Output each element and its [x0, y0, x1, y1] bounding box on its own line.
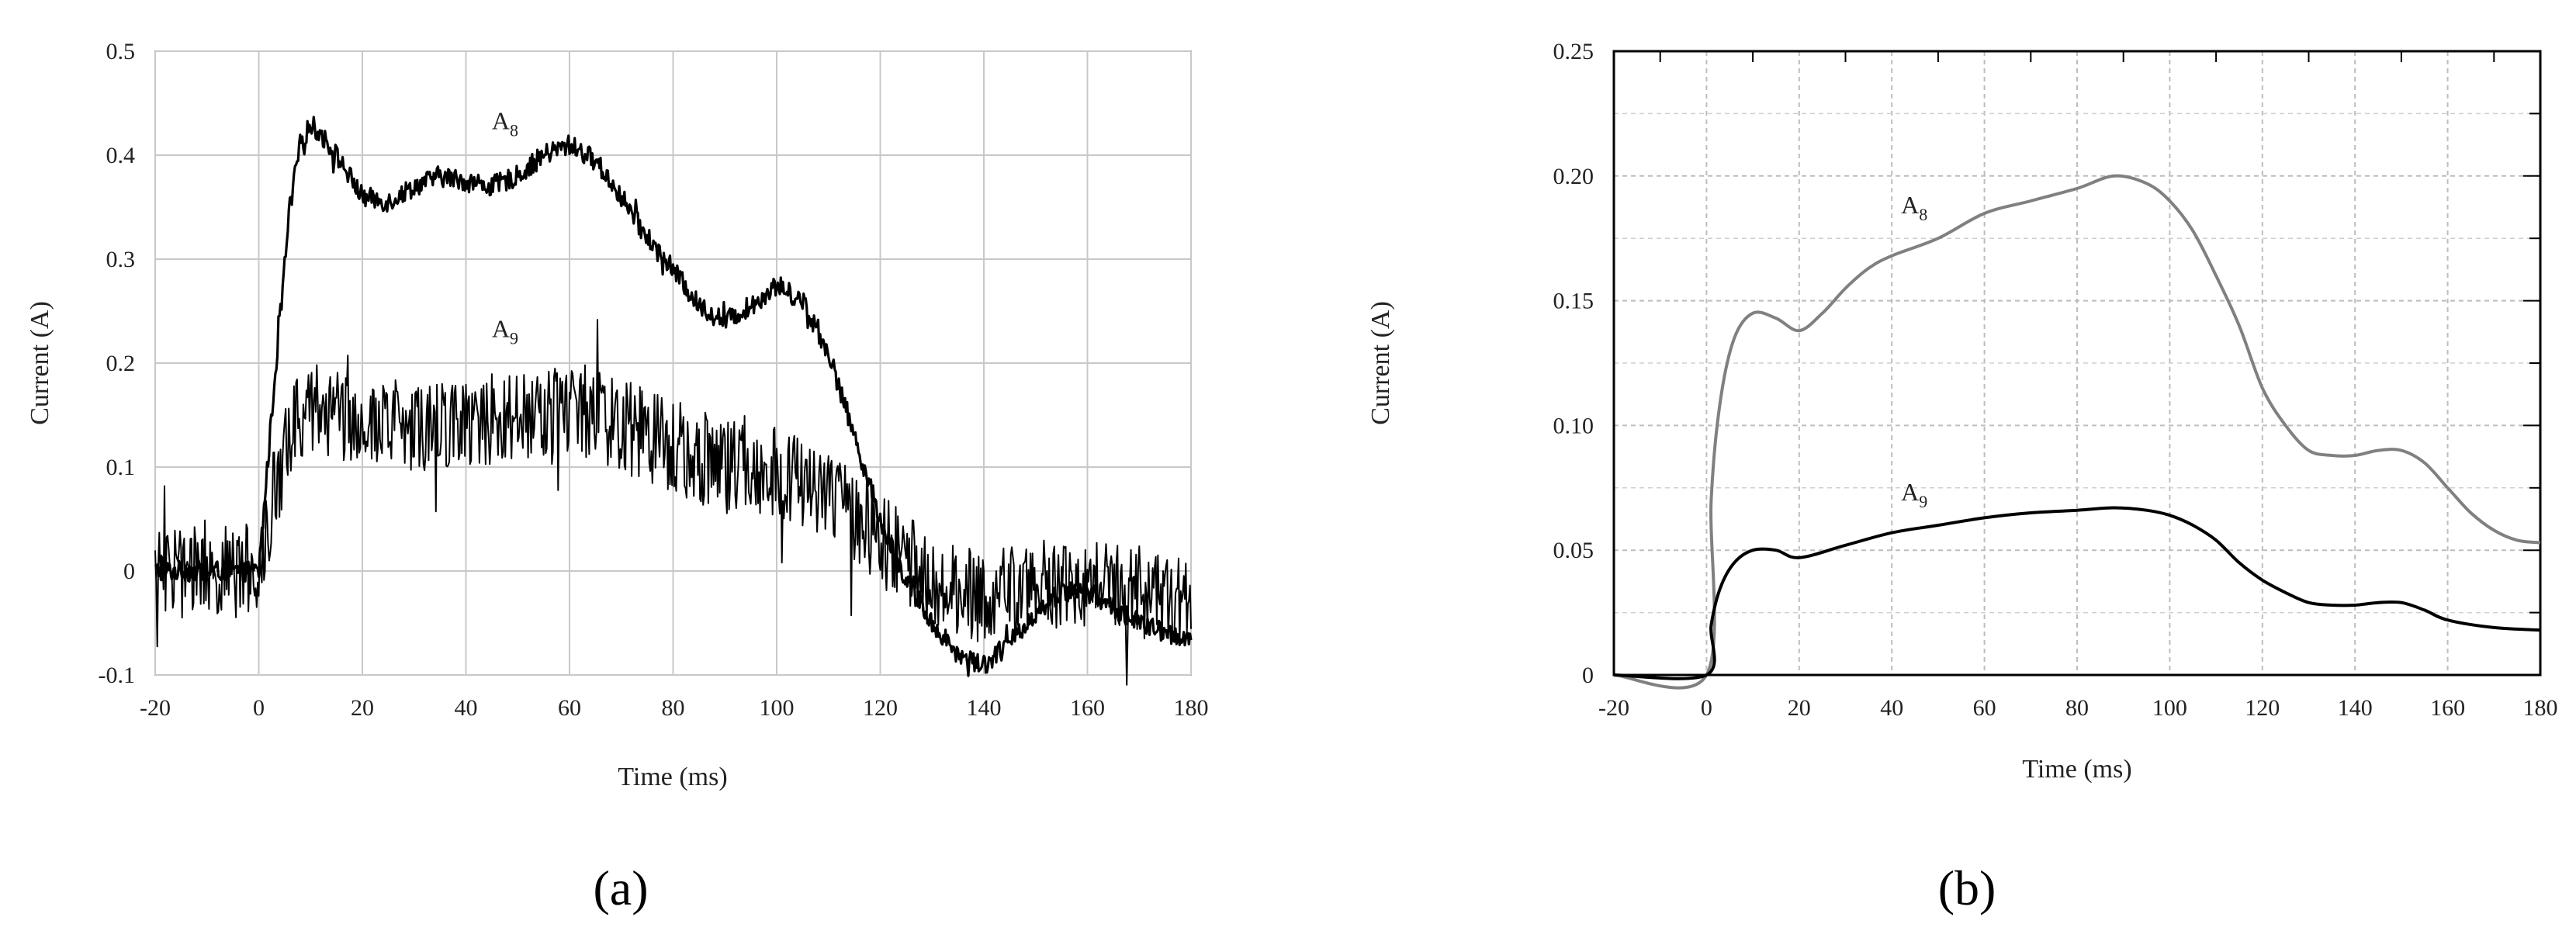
- y-tick-label: 0.05: [1553, 538, 1594, 563]
- x-tick-label: 60: [1973, 695, 1996, 721]
- y-tick-labels-a: -0.1 0 0.1 0.2 0.3 0.4 0.5: [99, 39, 136, 688]
- y-tick-label: 0.4: [106, 143, 136, 168]
- panel-label-a: (a): [593, 860, 648, 915]
- x-tick-label: -20: [1598, 695, 1629, 721]
- x-tick-label: -20: [140, 695, 171, 721]
- x-tick-label: 120: [863, 695, 898, 721]
- x-tick-label: 80: [662, 695, 685, 721]
- series-layer-a: [154, 116, 1193, 686]
- y-tick-label: 0: [1582, 663, 1594, 688]
- series-line-A9: [154, 319, 1192, 686]
- series-label-subscript: 8: [1919, 205, 1927, 224]
- y-tick-label: 0.10: [1553, 413, 1594, 438]
- y-tick-label: 0.5: [106, 39, 136, 64]
- x-tick-label: 20: [351, 695, 374, 721]
- x-tick-label: 140: [967, 695, 1002, 721]
- series-label-main: A: [1901, 478, 1919, 506]
- x-tick-label: 0: [1701, 695, 1712, 721]
- series-label-subscript: 8: [510, 121, 518, 140]
- series-line-A8: [1613, 174, 2541, 690]
- series-label-A8: A8: [492, 107, 518, 140]
- series-label-A8: A8: [1901, 191, 1927, 224]
- x-tick-label: 20: [1788, 695, 1811, 721]
- series-label-A9: A9: [1901, 478, 1927, 511]
- x-tick-labels-a: -20 0 20 40 60 80 100 120 140 160 180: [140, 695, 1209, 721]
- y-tick-label: 0.2: [106, 351, 136, 376]
- x-tick-label: 180: [2523, 695, 2558, 721]
- x-tick-label: 160: [2430, 695, 2465, 721]
- series-label-subscript: 9: [1919, 492, 1927, 511]
- y-tick-labels-b: 0 0.05 0.10 0.15 0.20 0.25: [1553, 39, 1594, 688]
- y-tick-label: 0.15: [1553, 289, 1594, 314]
- x-tick-label: 120: [2245, 695, 2280, 721]
- y-tick-label: -0.1: [99, 663, 136, 688]
- gridlines-b: [1613, 50, 2541, 676]
- series-label-subscript: 9: [510, 329, 518, 348]
- x-tick-label: 40: [1880, 695, 1903, 721]
- y-tick-label: 0.20: [1553, 164, 1594, 189]
- x-tick-labels-b: -20 0 20 40 60 80 100 120 140 160 180: [1598, 695, 2558, 721]
- x-axis-title-b: Time (ms): [2022, 755, 2131, 784]
- chart-panel-b: -20 0 20 40 60 80 100 120 140 160 180 00.050.100.1…: [1366, 39, 2558, 915]
- y-tick-label: 0.3: [106, 247, 136, 272]
- series-line-A8: [154, 116, 1193, 677]
- x-tick-label: 180: [1174, 695, 1209, 721]
- x-tick-label: 0: [253, 695, 265, 721]
- y-tick-label: 0: [123, 559, 135, 584]
- panel-label-b: (b): [1938, 860, 1996, 915]
- x-tick-label: 40: [455, 695, 478, 721]
- x-tick-label: 80: [2065, 695, 2089, 721]
- x-tick-label: 100: [760, 695, 795, 721]
- y-axis-title-b: Current (A): [1366, 301, 1395, 425]
- x-tick-label: 160: [1070, 695, 1105, 721]
- series-line-A9: [1613, 506, 2541, 680]
- x-axis-title-a: Time (ms): [618, 763, 727, 791]
- series-label-A9: A9: [492, 315, 518, 348]
- y-tick-label: 0.1: [106, 455, 136, 480]
- x-tick-label: 140: [2338, 695, 2373, 721]
- series-label-main: A: [1901, 191, 1919, 219]
- series-label-main: A: [492, 315, 510, 343]
- y-tick-label: 0.25: [1553, 39, 1594, 64]
- plot-area-frame-b: [1612, 50, 2542, 677]
- chart-panel-a: -20 0 20 40 60 80 100 120 140 160 180 -0.1 0 0.1 0.2 0…: [26, 39, 1209, 915]
- x-tick-label: 100: [2152, 695, 2187, 721]
- y-axis-title-a: Current (A): [26, 301, 54, 425]
- series-layer-b: [1613, 174, 2541, 690]
- x-tick-label: 60: [558, 695, 581, 721]
- series-label-main: A: [492, 107, 510, 135]
